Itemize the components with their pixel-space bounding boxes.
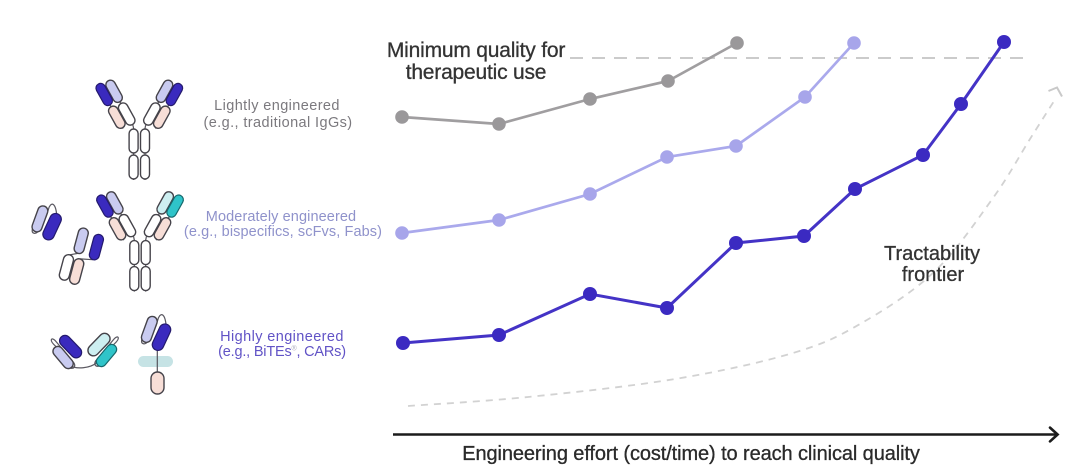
svg-text:(e.g., BiTEs®, CARs): (e.g., BiTEs®, CARs) [218,344,346,360]
svg-text:Lightly engineered: Lightly engineered [214,98,340,114]
svg-text:Engineering effort (cost/time): Engineering effort (cost/time) to reach … [462,443,920,465]
svg-text:Minimum quality for: Minimum quality for [387,39,565,62]
svg-text:frontier: frontier [902,264,965,286]
svg-text:therapeutic use: therapeutic use [406,61,547,84]
svg-text:(e.g., bispecifics, scFvs, Fab: (e.g., bispecifics, scFvs, Fabs) [184,224,382,240]
svg-text:Tractability: Tractability [884,243,980,265]
svg-text:(e.g., traditional IgGs): (e.g., traditional IgGs) [203,115,352,131]
svg-text:Moderately engineered: Moderately engineered [206,209,356,225]
svg-text:Highly engineered: Highly engineered [220,329,344,345]
